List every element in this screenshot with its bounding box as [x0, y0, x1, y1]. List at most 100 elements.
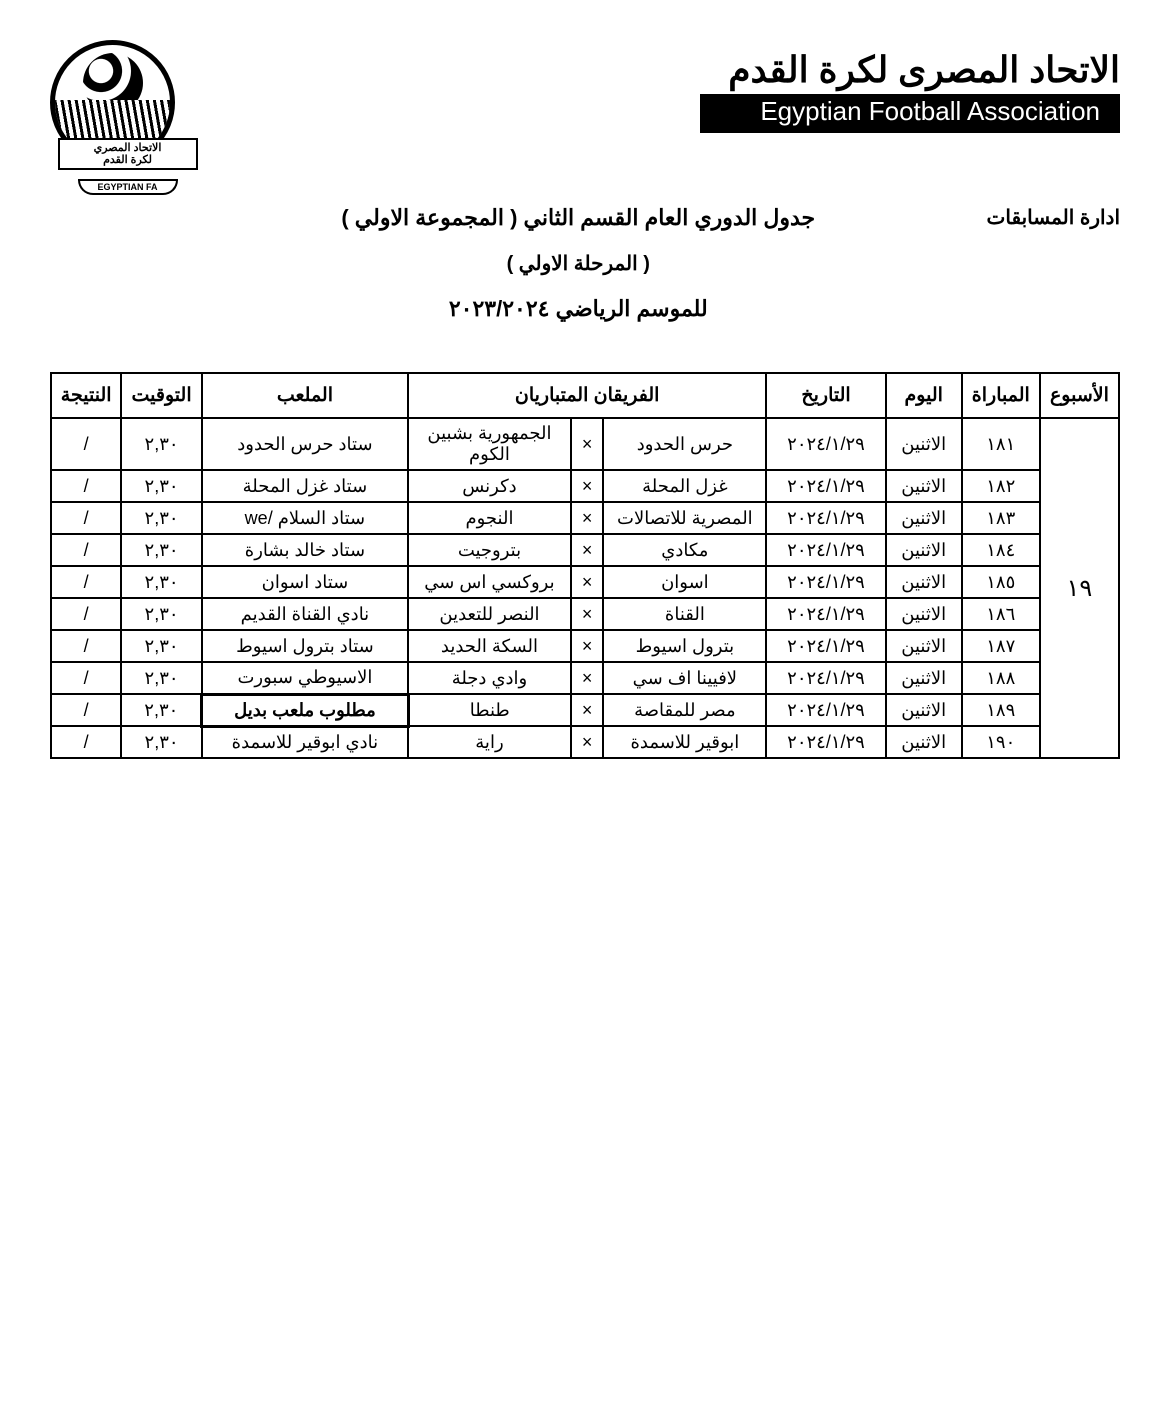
schedule-titles: جدول الدوري العام القسم الثاني ( المجموع…	[170, 205, 987, 352]
vs-cell: ×	[571, 694, 604, 726]
home-team-cell: المصرية للاتصالات	[603, 502, 766, 534]
date-cell: ٢٠٢٤/١/٢٩	[766, 662, 885, 694]
stadium-cell: ستاد السلام /we	[202, 502, 408, 534]
day-cell: الاثنين	[886, 418, 962, 470]
table-row: ١٨٢الاثنين٢٠٢٤/١/٢٩غزل المحلة×دكرنسستاد …	[51, 470, 1119, 502]
away-team-cell: النصر للتعدين	[408, 598, 571, 630]
vs-cell: ×	[571, 726, 604, 758]
date-cell: ٢٠٢٤/١/٢٩	[766, 470, 885, 502]
day-cell: الاثنين	[886, 694, 962, 726]
table-row: ١٨٩الاثنين٢٠٢٤/١/٢٩مصر للمقاصة×طنطامطلوب…	[51, 694, 1119, 726]
stadium-cell: نادي ابوقير للاسمدة	[202, 726, 408, 758]
org-name-english: Egyptian Football Association	[700, 94, 1120, 133]
stadium-cell: نادي القناة القديم	[202, 598, 408, 630]
time-cell: ٢,٣٠	[121, 566, 201, 598]
title-block: الاتحاد المصرى لكرة القدم Egyptian Footb…	[205, 40, 1120, 133]
col-header-time: التوقيت	[121, 373, 201, 418]
home-team-cell: مكادي	[603, 534, 766, 566]
stadium-cell: ستاد حرس الحدود	[202, 418, 408, 470]
efa-logo: الاتحاد المصري لكرة القدم EGYPTIAN FA	[50, 40, 205, 195]
away-team-cell: بروكسي اس سي	[408, 566, 571, 598]
vs-cell: ×	[571, 418, 604, 470]
day-cell: الاثنين	[886, 726, 962, 758]
home-team-cell: غزل المحلة	[603, 470, 766, 502]
table-row: ١٩١٨١الاثنين٢٠٢٤/١/٢٩حرس الحدود×الجمهوري…	[51, 418, 1119, 470]
match-number-cell: ١٨٤	[962, 534, 1040, 566]
match-number-cell: ١٨٦	[962, 598, 1040, 630]
stadium-cell: ستاد بترول اسيوط	[202, 630, 408, 662]
home-team-cell: القناة	[603, 598, 766, 630]
stadium-cell: ستاد غزل المحلة	[202, 470, 408, 502]
home-team-cell: مصر للمقاصة	[603, 694, 766, 726]
day-cell: الاثنين	[886, 502, 962, 534]
match-number-cell: ١٨١	[962, 418, 1040, 470]
result-cell: /	[51, 534, 121, 566]
home-team-cell: ابوقير للاسمدة	[603, 726, 766, 758]
day-cell: الاثنين	[886, 470, 962, 502]
vs-cell: ×	[571, 502, 604, 534]
match-number-cell: ١٨٢	[962, 470, 1040, 502]
result-cell: /	[51, 598, 121, 630]
away-team-cell: النجوم	[408, 502, 571, 534]
col-header-teams: الفريقان المتباريان	[408, 373, 766, 418]
time-cell: ٢,٣٠	[121, 630, 201, 662]
day-cell: الاثنين	[886, 534, 962, 566]
date-cell: ٢٠٢٤/١/٢٩	[766, 534, 885, 566]
away-team-cell: دكرنس	[408, 470, 571, 502]
table-row: ١٩٠الاثنين٢٠٢٤/١/٢٩ابوقير للاسمدة×رايةنا…	[51, 726, 1119, 758]
org-name-arabic: الاتحاد المصرى لكرة القدم	[205, 50, 1120, 90]
result-cell: /	[51, 418, 121, 470]
home-team-cell: حرس الحدود	[603, 418, 766, 470]
col-header-stadium: الملعب	[202, 373, 408, 418]
table-row: ١٨٧الاثنين٢٠٢٤/١/٢٩بترول اسيوط×السكة الح…	[51, 630, 1119, 662]
fixtures-table: الأسبوع المباراة اليوم التاريخ الفريقان …	[50, 372, 1120, 759]
date-cell: ٢٠٢٤/١/٢٩	[766, 418, 885, 470]
vs-cell: ×	[571, 566, 604, 598]
schedule-title: جدول الدوري العام القسم الثاني ( المجموع…	[170, 205, 987, 231]
away-team-cell: راية	[408, 726, 571, 758]
week-cell: ١٩	[1040, 418, 1119, 758]
vs-cell: ×	[571, 598, 604, 630]
home-team-cell: اسوان	[603, 566, 766, 598]
match-number-cell: ١٨٨	[962, 662, 1040, 694]
date-cell: ٢٠٢٤/١/٢٩	[766, 630, 885, 662]
table-header-row: الأسبوع المباراة اليوم التاريخ الفريقان …	[51, 373, 1119, 418]
result-cell: /	[51, 502, 121, 534]
time-cell: ٢,٣٠	[121, 418, 201, 470]
date-cell: ٢٠٢٤/١/٢٩	[766, 694, 885, 726]
col-header-match: المباراة	[962, 373, 1040, 418]
match-number-cell: ١٩٠	[962, 726, 1040, 758]
away-team-cell: السكة الحديد	[408, 630, 571, 662]
date-cell: ٢٠٢٤/١/٢٩	[766, 598, 885, 630]
match-number-cell: ١٨٧	[962, 630, 1040, 662]
result-cell: /	[51, 662, 121, 694]
day-cell: الاثنين	[886, 566, 962, 598]
time-cell: ٢,٣٠	[121, 598, 201, 630]
stage-title: ( المرحلة الاولي )	[170, 251, 987, 276]
match-number-cell: ١٨٥	[962, 566, 1040, 598]
day-cell: الاثنين	[886, 630, 962, 662]
logo-text-ar: الاتحاد المصري لكرة القدم	[58, 138, 198, 170]
result-cell: /	[51, 566, 121, 598]
away-team-cell: وادي دجلة	[408, 662, 571, 694]
result-cell: /	[51, 630, 121, 662]
stadium-cell: ستاد اسوان	[202, 566, 408, 598]
day-cell: الاثنين	[886, 598, 962, 630]
time-cell: ٢,٣٠	[121, 470, 201, 502]
table-row: ١٨٤الاثنين٢٠٢٤/١/٢٩مكادي×بتروجيتستاد خال…	[51, 534, 1119, 566]
col-header-week: الأسبوع	[1040, 373, 1119, 418]
stadium-cell: الاسيوطي سبورت	[202, 662, 408, 694]
time-cell: ٢,٣٠	[121, 502, 201, 534]
home-team-cell: لافيينا اف سي	[603, 662, 766, 694]
time-cell: ٢,٣٠	[121, 726, 201, 758]
away-team-cell: الجمهورية بشبين الكوم	[408, 418, 571, 470]
time-cell: ٢,٣٠	[121, 694, 201, 726]
vs-cell: ×	[571, 470, 604, 502]
table-row: ١٨٥الاثنين٢٠٢٤/١/٢٩اسوان×بروكسي اس سيستا…	[51, 566, 1119, 598]
result-cell: /	[51, 694, 121, 726]
vs-cell: ×	[571, 630, 604, 662]
home-team-cell: بترول اسيوط	[603, 630, 766, 662]
day-cell: الاثنين	[886, 662, 962, 694]
table-row: ١٨٦الاثنين٢٠٢٤/١/٢٩القناة×النصر للتعدينن…	[51, 598, 1119, 630]
match-number-cell: ١٨٣	[962, 502, 1040, 534]
